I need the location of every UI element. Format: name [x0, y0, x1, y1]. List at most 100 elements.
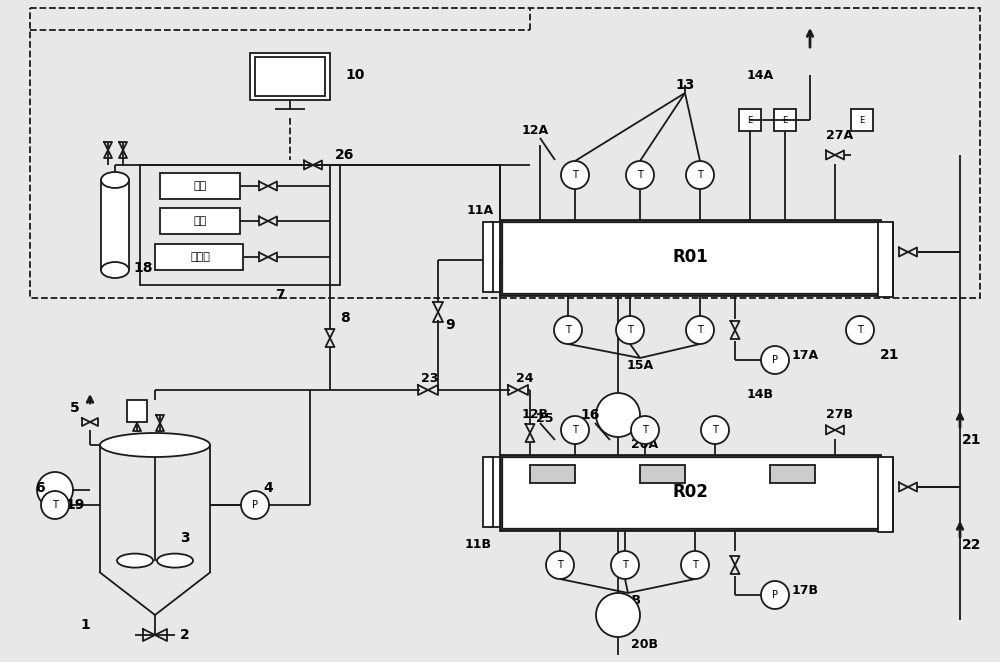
Text: 27A: 27A [826, 128, 854, 142]
Text: P: P [772, 355, 778, 365]
Text: 13: 13 [675, 78, 695, 92]
Circle shape [37, 472, 73, 508]
Text: 15B: 15B [614, 594, 642, 606]
Text: 24: 24 [516, 371, 534, 385]
Bar [490, 457, 500, 527]
Text: T: T [572, 425, 578, 435]
Bar [878, 457, 893, 532]
Text: 21: 21 [880, 348, 900, 362]
Text: P: P [252, 500, 258, 510]
Text: 14A: 14A [746, 68, 774, 81]
Bar [101, 180, 129, 270]
Bar [770, 465, 815, 483]
Text: E: E [747, 115, 753, 124]
Text: 14B: 14B [746, 389, 774, 401]
Text: T: T [572, 170, 578, 180]
Text: 17A: 17A [791, 348, 819, 361]
Text: E: E [782, 115, 788, 124]
Ellipse shape [101, 172, 129, 188]
Text: R02: R02 [672, 483, 708, 501]
Text: 1: 1 [80, 618, 90, 632]
Text: 23: 23 [421, 371, 439, 385]
Circle shape [546, 551, 574, 579]
Text: 26: 26 [335, 148, 355, 162]
Text: T: T [697, 325, 703, 335]
Text: 9: 9 [445, 318, 455, 332]
Bar [490, 222, 500, 292]
Text: 16: 16 [580, 408, 600, 422]
Bar [502, 457, 878, 528]
Bar [502, 222, 878, 293]
Text: 25: 25 [536, 412, 554, 424]
Text: 11A: 11A [466, 203, 494, 216]
Circle shape [631, 416, 659, 444]
Circle shape [241, 491, 269, 519]
Bar [127, 400, 147, 422]
Bar [250, 53, 330, 100]
Bar [774, 109, 796, 131]
Text: 2: 2 [180, 628, 190, 642]
Text: T: T [692, 560, 698, 570]
Ellipse shape [101, 262, 129, 278]
Text: R01: R01 [672, 248, 708, 266]
Text: 3: 3 [180, 532, 190, 545]
Circle shape [596, 593, 640, 637]
Bar [140, 165, 340, 285]
Bar [500, 455, 880, 530]
Text: 可燃气: 可燃气 [190, 252, 210, 262]
Bar [500, 220, 880, 295]
Text: 20A: 20A [631, 438, 659, 451]
Circle shape [611, 551, 639, 579]
Text: P: P [772, 590, 778, 600]
Text: T: T [557, 560, 563, 570]
Ellipse shape [117, 553, 153, 567]
Text: 12A: 12A [521, 124, 549, 136]
Circle shape [561, 161, 589, 189]
Text: 18: 18 [133, 261, 153, 275]
Circle shape [761, 346, 789, 374]
Text: 7: 7 [275, 288, 285, 302]
Circle shape [761, 581, 789, 609]
Circle shape [41, 491, 69, 519]
Text: 22: 22 [962, 538, 982, 552]
Text: T: T [857, 325, 863, 335]
Text: 15A: 15A [626, 359, 654, 371]
Text: 21: 21 [962, 433, 982, 447]
Text: T: T [622, 560, 628, 570]
Circle shape [626, 161, 654, 189]
Circle shape [681, 551, 709, 579]
Text: T: T [642, 425, 648, 435]
Circle shape [616, 316, 644, 344]
Bar [255, 57, 325, 96]
Text: T: T [627, 325, 633, 335]
Text: T: T [565, 325, 571, 335]
Circle shape [554, 316, 582, 344]
Text: 19: 19 [65, 498, 85, 512]
Ellipse shape [157, 553, 193, 567]
Text: T: T [697, 170, 703, 180]
Circle shape [846, 316, 874, 344]
Circle shape [686, 161, 714, 189]
Circle shape [686, 316, 714, 344]
Text: 10: 10 [345, 68, 365, 82]
Bar [160, 208, 240, 234]
Text: 6: 6 [35, 481, 45, 495]
Circle shape [596, 393, 640, 437]
Bar [739, 109, 761, 131]
Bar [483, 457, 493, 527]
Text: 12B: 12B [522, 408, 548, 422]
Bar [530, 465, 575, 483]
Text: 8: 8 [340, 311, 350, 325]
Text: 4: 4 [263, 481, 273, 495]
Circle shape [701, 416, 729, 444]
Circle shape [561, 416, 589, 444]
Ellipse shape [100, 433, 210, 457]
Text: E: E [859, 115, 865, 124]
Text: 氮气: 氮气 [193, 216, 207, 226]
Bar [155, 244, 243, 270]
Bar [851, 109, 873, 131]
Text: 氧气: 氧气 [193, 181, 207, 191]
Text: T: T [637, 170, 643, 180]
Text: 11B: 11B [464, 538, 492, 551]
Text: T: T [52, 500, 58, 510]
